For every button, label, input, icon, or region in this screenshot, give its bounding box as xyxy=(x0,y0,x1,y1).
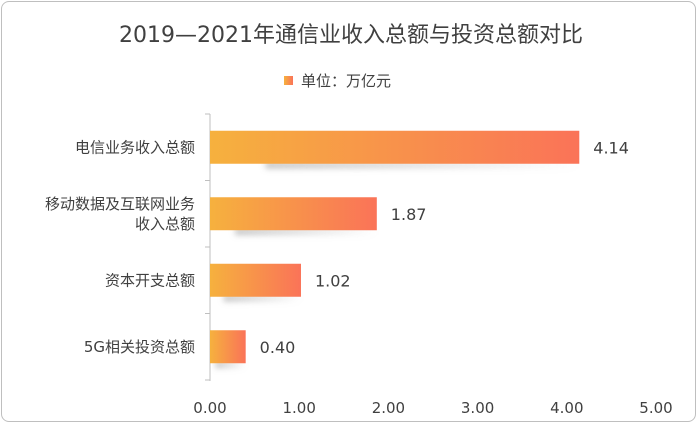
bar xyxy=(210,330,246,364)
bar-shadow xyxy=(223,294,301,302)
legend-label: 单位：万亿元 xyxy=(301,72,391,90)
x-tick-label: 4.00 xyxy=(550,399,583,417)
chart-title: 2019—2021年通信业收入总额与投资总额对比 xyxy=(119,23,583,48)
category-label: 电信业务收入总额 xyxy=(75,138,195,156)
legend-swatch xyxy=(284,76,293,85)
x-tick-label: 5.00 xyxy=(639,399,672,417)
bar-shadow xyxy=(215,361,246,369)
x-tick-label: 3.00 xyxy=(461,399,494,417)
x-tick-label: 1.00 xyxy=(282,399,315,417)
bar-shadow xyxy=(235,228,377,236)
bar-shadow xyxy=(265,161,580,169)
bar-value-label: 1.02 xyxy=(315,271,351,290)
bar-value-label: 4.14 xyxy=(593,138,629,157)
category-label: 移动数据及互联网业务 xyxy=(45,195,195,213)
bar-value-label: 0.40 xyxy=(260,338,296,357)
legend: 单位：万亿元 xyxy=(284,72,391,90)
bar-value-label: 1.87 xyxy=(391,205,427,224)
x-tick-label: 0.00 xyxy=(193,399,226,417)
bar xyxy=(210,197,377,231)
category-label: 收入总额 xyxy=(135,215,195,233)
category-label: 5G相关投资总额 xyxy=(84,338,195,356)
bar xyxy=(210,263,301,297)
bar xyxy=(210,130,580,164)
x-tick-label: 2.00 xyxy=(372,399,405,417)
category-label: 资本开支总额 xyxy=(105,271,195,289)
